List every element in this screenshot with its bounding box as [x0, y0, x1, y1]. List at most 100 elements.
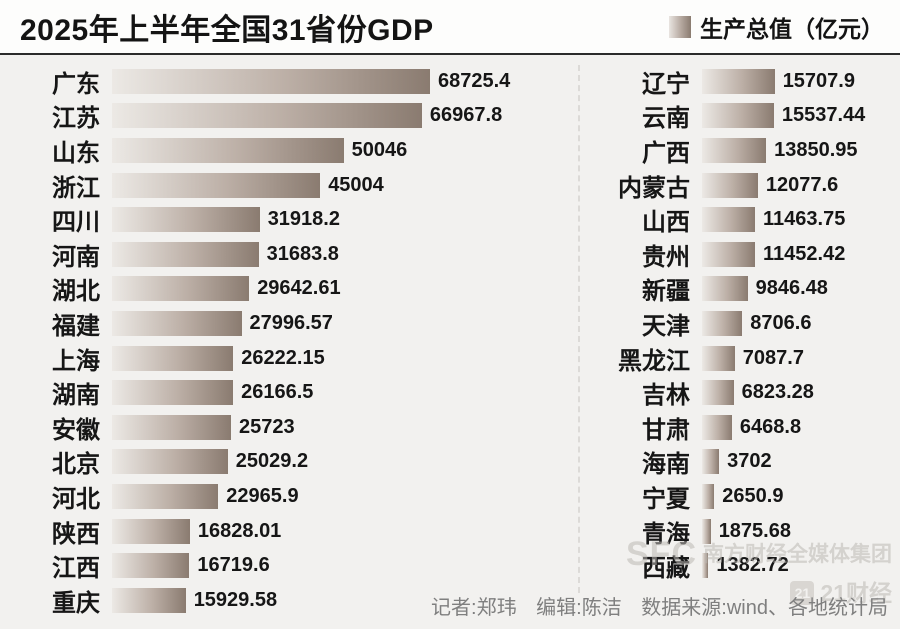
- gdp-value: 45004: [328, 173, 384, 196]
- gdp-value: 9846.48: [755, 277, 828, 300]
- gdp-value: 31683.8: [266, 242, 339, 265]
- chart-row: 浙江 45004: [8, 168, 570, 203]
- gdp-bar: [702, 414, 732, 440]
- province-label: 河北: [52, 485, 100, 513]
- chart-row: 江西 16719.6: [8, 548, 570, 583]
- chart-row: 广东 68725.4: [8, 64, 570, 99]
- gdp-bar: [702, 310, 743, 336]
- chart-row: 重庆 15929.58: [8, 583, 570, 618]
- chart-row: 河南 31683.8: [8, 237, 570, 272]
- footer-credits: 记者:郑玮 编辑:陈洁 数据来源:wind、各地统计局: [431, 591, 888, 620]
- gdp-value: 12077.6: [765, 173, 839, 196]
- gdp-value: 8706.6: [750, 311, 812, 334]
- chart-row: 福建 27996.57: [8, 306, 570, 341]
- chart-column-left: 广东 68725.4 江苏 66967.8 山东 50046 浙江 45004 四川 31918.…: [8, 64, 570, 618]
- province-label: 海南: [642, 451, 690, 479]
- gdp-bar: [702, 518, 711, 544]
- chart-row: 山西 11463.75: [586, 202, 894, 237]
- province-label: 甘肃: [642, 416, 690, 444]
- gdp-value: 1875.68: [718, 519, 791, 542]
- gdp-value: 66967.8: [429, 104, 503, 127]
- chart-row: 黑龙江 7087.7: [586, 341, 894, 376]
- province-label: 湖北: [52, 278, 100, 306]
- chart-row: 北京 25029.2: [8, 445, 570, 480]
- chart-row: 山东 50046: [8, 133, 570, 168]
- province-label: 重庆: [52, 589, 100, 617]
- chart-row: 辽宁 15707.9: [586, 64, 894, 99]
- gdp-bar: [112, 518, 190, 544]
- province-label: 上海: [52, 347, 100, 375]
- gdp-bar: [112, 310, 242, 336]
- gdp-value: 16719.6: [197, 554, 270, 577]
- province-label: 山西: [642, 209, 690, 237]
- chart-row: 河北 22965.9: [8, 479, 570, 514]
- province-label: 黑龙江: [618, 347, 690, 375]
- gdp-value: 6823.28: [741, 381, 814, 404]
- gdp-value: 15929.58: [193, 588, 278, 611]
- gdp-value: 6468.8: [739, 415, 802, 438]
- gdp-bar: [112, 172, 321, 198]
- footer-editor: 编辑:陈洁: [536, 597, 622, 619]
- province-label: 广东: [52, 70, 100, 98]
- footer-reporter: 记者:郑玮: [431, 597, 517, 619]
- province-label: 辽宁: [642, 70, 690, 98]
- gdp-value: 26166.5: [241, 381, 314, 404]
- gdp-bar: [702, 207, 755, 233]
- province-label: 贵州: [642, 243, 690, 271]
- chart-row: 吉林 6823.28: [586, 375, 894, 410]
- gdp-value: 25723: [239, 415, 295, 438]
- chart-row: 湖南 26166.5: [8, 375, 570, 410]
- gdp-value: 31918.2: [267, 208, 340, 231]
- chart-row: 新疆 9846.48: [586, 272, 894, 307]
- province-label: 北京: [52, 451, 100, 479]
- gdp-bar: [112, 449, 228, 475]
- province-label: 广西: [642, 139, 690, 167]
- gdp-value: 50046: [351, 138, 408, 161]
- chart-row: 广西 13850.95: [586, 133, 894, 168]
- gdp-value: 7087.7: [742, 346, 804, 369]
- gdp-bar: [112, 553, 190, 579]
- legend-label: 生产总值（亿元）: [700, 15, 884, 42]
- gdp-bar: [702, 345, 735, 371]
- gdp-bar: [112, 380, 234, 406]
- chart-row: 甘肃 6468.8: [586, 410, 894, 445]
- gdp-value: 27996.57: [249, 311, 333, 334]
- province-label: 陕西: [52, 520, 100, 548]
- province-label: 福建: [52, 312, 100, 340]
- gdp-value: 15537.44: [781, 104, 866, 127]
- province-label: 内蒙古: [618, 174, 690, 202]
- gdp-bar: [112, 241, 259, 267]
- header: 2025年上半年全国31省份GDP 生产总值（亿元）: [0, 0, 900, 55]
- gdp-bar: [112, 483, 219, 509]
- chart-row: 内蒙古 12077.6: [586, 168, 894, 203]
- chart-column-right: 辽宁 15707.9 云南 15537.44 广西 13850.95 内蒙古 12077.6 山…: [586, 64, 894, 583]
- province-label: 天津: [642, 312, 690, 340]
- chart-row: 湖北 29642.61: [8, 272, 570, 307]
- gdp-bar: [702, 380, 734, 406]
- chart-row: 安徽 25723: [8, 410, 570, 445]
- chart-row: 天津 8706.6: [586, 306, 894, 341]
- chart-row: 海南 3702: [586, 445, 894, 480]
- gdp-bar: [702, 553, 709, 579]
- gdp-value: 1382.72: [716, 554, 789, 577]
- page-title: 2025年上半年全国31省份GDP: [20, 13, 434, 47]
- gdp-value: 13850.95: [774, 138, 858, 161]
- gdp-bar: [702, 137, 767, 163]
- column-divider: [578, 65, 580, 593]
- gdp-bar: [702, 68, 775, 94]
- province-label: 安徽: [52, 416, 100, 444]
- gdp-bar: [112, 276, 250, 302]
- chart-row: 江苏 66967.8: [8, 99, 570, 134]
- chart-row: 青海 1875.68: [586, 514, 894, 549]
- bar-chart: 广东 68725.4 江苏 66967.8 山东 50046 浙江 45004 四川 31918.…: [0, 57, 900, 629]
- gdp-value: 16828.01: [197, 519, 282, 542]
- footer-source: 数据来源:wind、各地统计局: [641, 597, 888, 619]
- province-label: 宁夏: [642, 485, 690, 513]
- chart-row: 宁夏 2650.9: [586, 479, 894, 514]
- gdp-bar: [112, 345, 234, 371]
- gdp-value: 68725.4: [438, 69, 511, 92]
- gdp-value: 26222.15: [241, 346, 325, 369]
- gdp-value: 11452.42: [763, 242, 846, 265]
- province-label: 新疆: [642, 278, 690, 306]
- province-label: 湖南: [52, 382, 100, 410]
